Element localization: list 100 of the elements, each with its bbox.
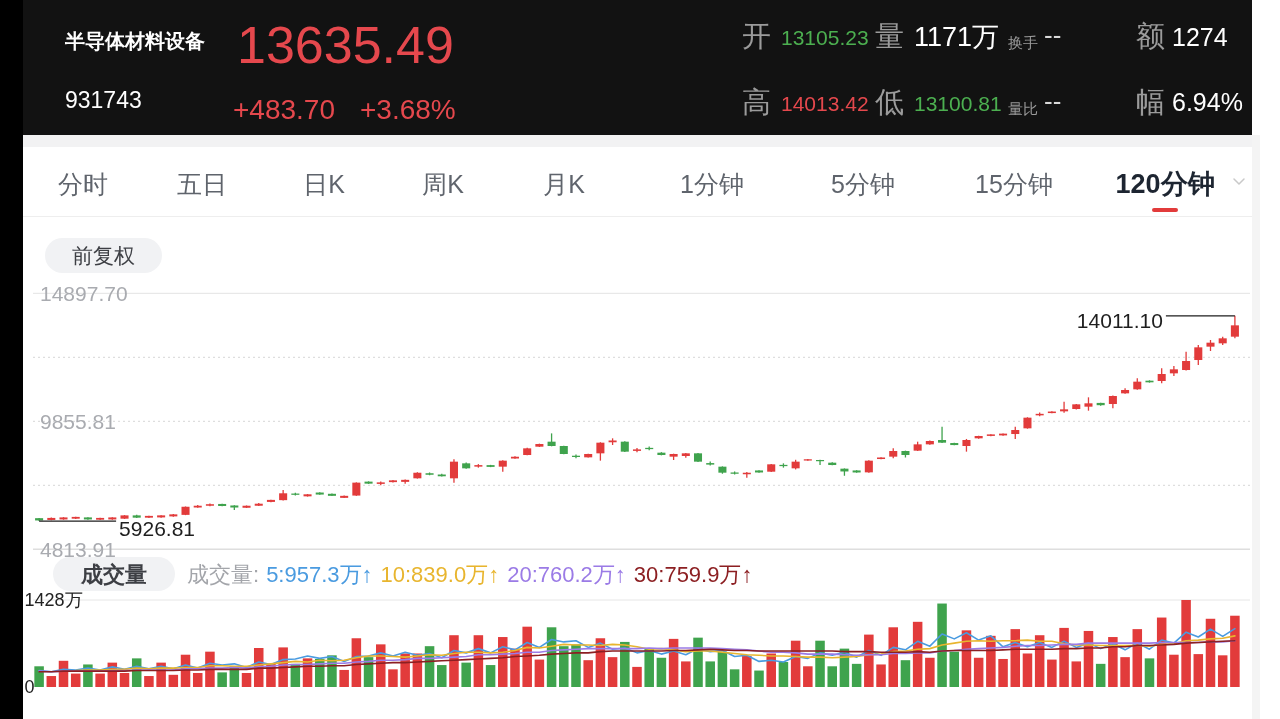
bar (632, 666, 642, 687)
bar (607, 657, 618, 687)
bar (485, 665, 496, 687)
chart-title: 前复权 (72, 244, 135, 268)
bar (168, 674, 179, 687)
text: 半导体材料设备 (64, 30, 205, 52)
bar (876, 664, 886, 687)
bar (717, 651, 728, 687)
chart-title: 成交量 (80, 561, 147, 587)
bar (937, 603, 947, 687)
bar (803, 666, 813, 687)
bar (742, 655, 752, 687)
bar (1120, 657, 1130, 687)
annotation: 5926.81 (119, 517, 196, 541)
candlestick (1060, 401, 1069, 414)
bar (998, 658, 1008, 687)
y-tick-label: 4813.91 (40, 537, 116, 561)
text: +483.70 (233, 94, 335, 125)
y-tick-label: 0 (24, 677, 35, 698)
text: 1274 (1172, 23, 1228, 51)
bar (888, 627, 898, 687)
bar (1047, 659, 1057, 687)
text: 周K (422, 170, 465, 198)
bar (388, 669, 398, 687)
bar (949, 651, 960, 687)
text: +3.68% (360, 94, 456, 125)
bar (900, 660, 911, 687)
bar (1169, 654, 1179, 687)
text: 13635.49 (237, 16, 454, 74)
bar (461, 662, 471, 687)
bar (644, 648, 654, 687)
bar (766, 653, 776, 687)
candlestick (938, 426, 947, 444)
bar (522, 626, 532, 687)
bar (119, 672, 130, 687)
text: 分时 (58, 170, 108, 198)
bar (34, 666, 44, 687)
text: 13105.23 (781, 26, 869, 49)
bar (778, 662, 789, 687)
bar (827, 666, 837, 687)
bar (534, 659, 545, 687)
text: 开 (742, 20, 771, 52)
candlestick (1169, 365, 1178, 377)
text: 931743 (65, 87, 142, 113)
bar (144, 676, 154, 687)
candlestick (1194, 344, 1203, 366)
candlestick (596, 441, 605, 462)
text: 6.94% (1172, 88, 1243, 116)
text: 1171万 (914, 22, 1000, 52)
bar (1022, 653, 1033, 687)
text: 低 (875, 86, 904, 118)
line-series (38, 627, 1236, 673)
text: -- (1044, 86, 1062, 116)
text: 5分钟 (831, 170, 895, 198)
bar (693, 637, 703, 687)
text: 120分钟 (1115, 169, 1215, 199)
text: 1分钟 (680, 170, 744, 198)
bar (1144, 658, 1155, 687)
text: 日K (303, 170, 346, 198)
bar (681, 661, 691, 687)
bar (729, 669, 740, 687)
bar (46, 676, 57, 687)
candlestick (1230, 315, 1239, 339)
bar (217, 672, 227, 687)
bar (241, 672, 252, 687)
bar (1217, 655, 1228, 687)
annotation: 14011.10 (1076, 308, 1163, 332)
text: 13100.81 (914, 92, 1002, 115)
bar (705, 661, 715, 687)
bar (656, 657, 667, 687)
text: 幅 (1136, 86, 1165, 118)
text: 月K (543, 170, 586, 198)
text: -- (1044, 20, 1062, 50)
bar (973, 657, 984, 687)
bar (1059, 627, 1069, 687)
text: 20:760.2万↑ (507, 562, 626, 587)
legend-title: 成交量: (187, 562, 260, 587)
bar (583, 660, 593, 687)
bar (339, 669, 349, 687)
text: 5:957.3万↑ (266, 562, 373, 587)
bar (192, 672, 203, 687)
bar (1230, 615, 1240, 687)
text: 量比 (1008, 100, 1038, 117)
bar (864, 634, 874, 687)
text: 高 (742, 86, 771, 118)
bar (559, 646, 569, 687)
text: 14013.42 (781, 92, 869, 115)
text: 额 (1136, 20, 1165, 52)
text: 量 (875, 20, 904, 52)
bar (851, 663, 862, 687)
bar (1071, 661, 1082, 687)
text: 换手 (1008, 34, 1038, 51)
text: 15分钟 (975, 170, 1053, 198)
bar (437, 665, 447, 687)
y-tick-label: 9855.81 (40, 409, 116, 433)
y-tick-label: 14897.70 (40, 281, 128, 305)
text: 30:759.9万↑ (633, 562, 753, 587)
y-tick-label: 1428万 (24, 590, 83, 611)
candlestick (449, 458, 458, 484)
bar (95, 673, 105, 687)
